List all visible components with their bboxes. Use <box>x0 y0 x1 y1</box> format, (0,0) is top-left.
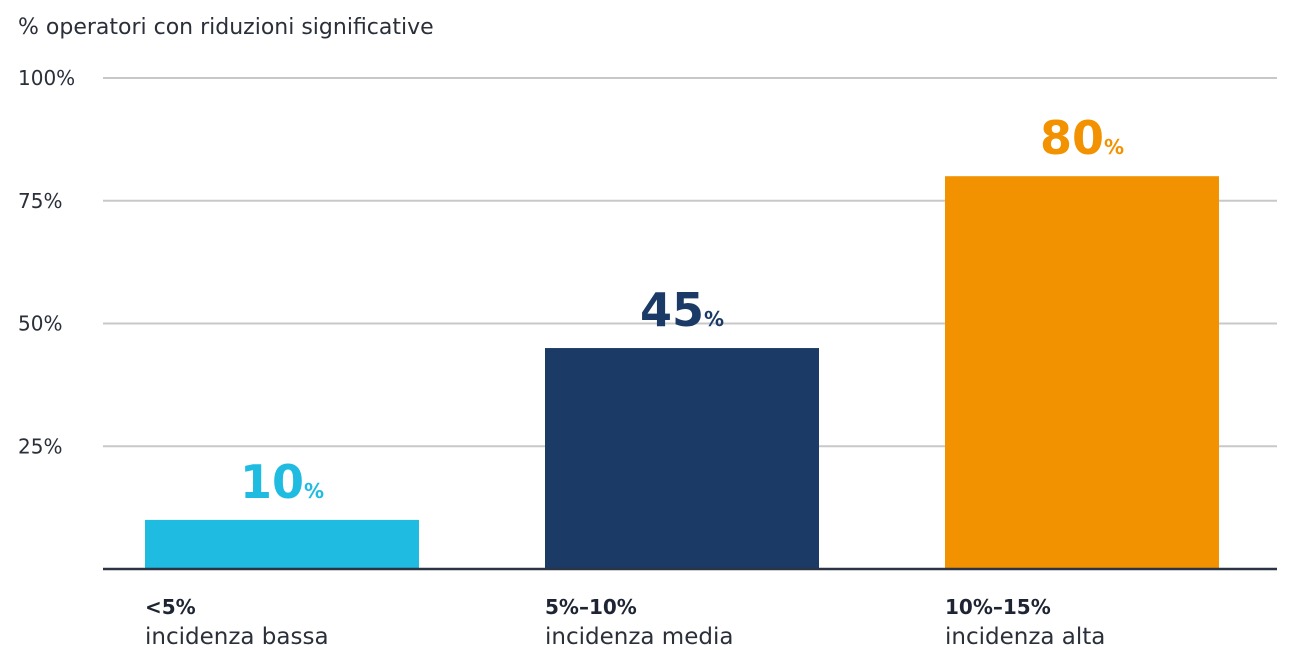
bar <box>145 519 419 569</box>
x-category-description: incidenza bassa <box>145 624 329 650</box>
x-category-description: incidenza media <box>545 624 733 650</box>
x-category-range: 5%–10% <box>545 595 637 619</box>
data-label-unit: % <box>1104 135 1124 159</box>
data-label-unit: % <box>304 479 324 503</box>
data-label-number: 45 <box>640 283 704 337</box>
y-tick-label: 50% <box>18 312 62 336</box>
x-category-labels: <5% incidenza bassa 5%–10% incidenza media 1… <box>145 595 1105 650</box>
bar <box>945 176 1219 569</box>
data-label-number: 80 <box>1040 111 1104 165</box>
data-label: 45% <box>640 283 724 337</box>
bar <box>545 348 819 569</box>
y-tick-labels: 25% 50% 75% 100% <box>18 66 75 458</box>
value-labels: 10%45%80% <box>240 111 1124 509</box>
y-tick-label: 75% <box>18 189 62 213</box>
data-label-unit: % <box>704 307 724 331</box>
data-label-number: 10 <box>240 455 304 509</box>
y-tick-label: 25% <box>18 434 62 458</box>
y-tick-label: 100% <box>18 66 75 90</box>
x-category-range: <5% <box>145 595 196 619</box>
x-category-range: 10%–15% <box>945 595 1051 619</box>
bars <box>145 176 1219 569</box>
data-label: 80% <box>1040 111 1124 165</box>
data-label: 10% <box>240 455 324 509</box>
y-axis-title: % operatori con riduzioni significative <box>18 15 434 40</box>
x-category-description: incidenza alta <box>945 624 1105 650</box>
